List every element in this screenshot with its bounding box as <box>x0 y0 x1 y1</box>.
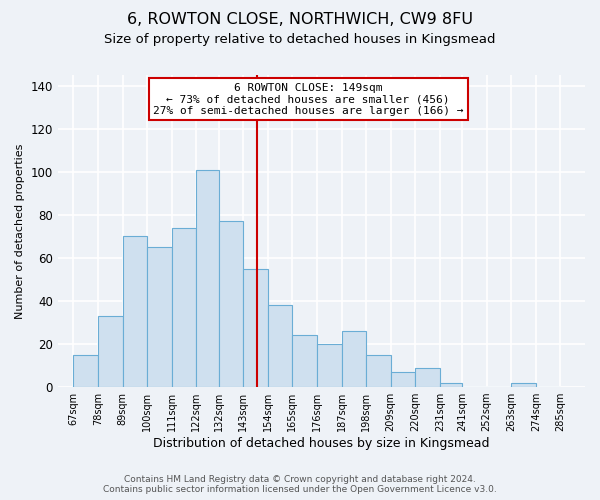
Bar <box>172 228 196 387</box>
Bar <box>415 368 440 387</box>
Bar <box>268 306 292 387</box>
Bar <box>317 344 341 387</box>
Text: Contains HM Land Registry data © Crown copyright and database right 2024.: Contains HM Land Registry data © Crown c… <box>124 475 476 484</box>
Bar <box>366 355 391 387</box>
Text: 6, ROWTON CLOSE, NORTHWICH, CW9 8FU: 6, ROWTON CLOSE, NORTHWICH, CW9 8FU <box>127 12 473 28</box>
Bar <box>196 170 218 387</box>
Bar <box>218 222 243 387</box>
Bar <box>98 316 122 387</box>
Bar <box>243 268 268 387</box>
Text: Size of property relative to detached houses in Kingsmead: Size of property relative to detached ho… <box>104 32 496 46</box>
Bar <box>440 383 462 387</box>
Bar <box>147 247 172 387</box>
Bar <box>122 236 147 387</box>
Bar <box>73 355 98 387</box>
Text: Contains public sector information licensed under the Open Government Licence v3: Contains public sector information licen… <box>103 485 497 494</box>
Text: 6 ROWTON CLOSE: 149sqm
← 73% of detached houses are smaller (456)
27% of semi-de: 6 ROWTON CLOSE: 149sqm ← 73% of detached… <box>153 83 463 116</box>
Y-axis label: Number of detached properties: Number of detached properties <box>15 144 25 318</box>
X-axis label: Distribution of detached houses by size in Kingsmead: Distribution of detached houses by size … <box>153 437 490 450</box>
Bar <box>341 331 366 387</box>
Bar <box>292 336 317 387</box>
Bar <box>511 383 536 387</box>
Bar <box>391 372 415 387</box>
